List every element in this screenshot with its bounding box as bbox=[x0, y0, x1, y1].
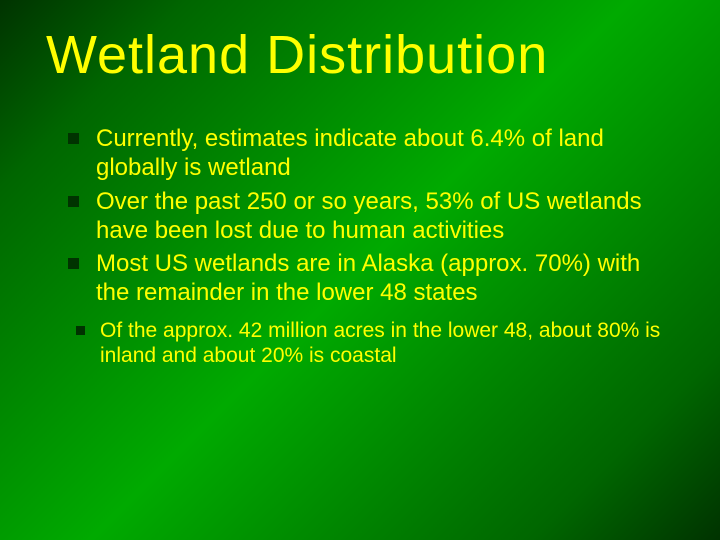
main-bullet-list: Currently, estimates indicate about 6.4%… bbox=[68, 124, 680, 308]
sub-bullet-item: Of the approx. 42 million acres in the l… bbox=[76, 318, 680, 369]
bullet-item: Currently, estimates indicate about 6.4%… bbox=[68, 124, 680, 183]
sub-bullet-list: Of the approx. 42 million acres in the l… bbox=[76, 318, 680, 369]
slide: Wetland Distribution Currently, estimate… bbox=[0, 0, 720, 540]
slide-title: Wetland Distribution bbox=[46, 24, 680, 86]
bullet-item: Most US wetlands are in Alaska (approx. … bbox=[68, 249, 680, 308]
bullet-item: Over the past 250 or so years, 53% of US… bbox=[68, 187, 680, 246]
